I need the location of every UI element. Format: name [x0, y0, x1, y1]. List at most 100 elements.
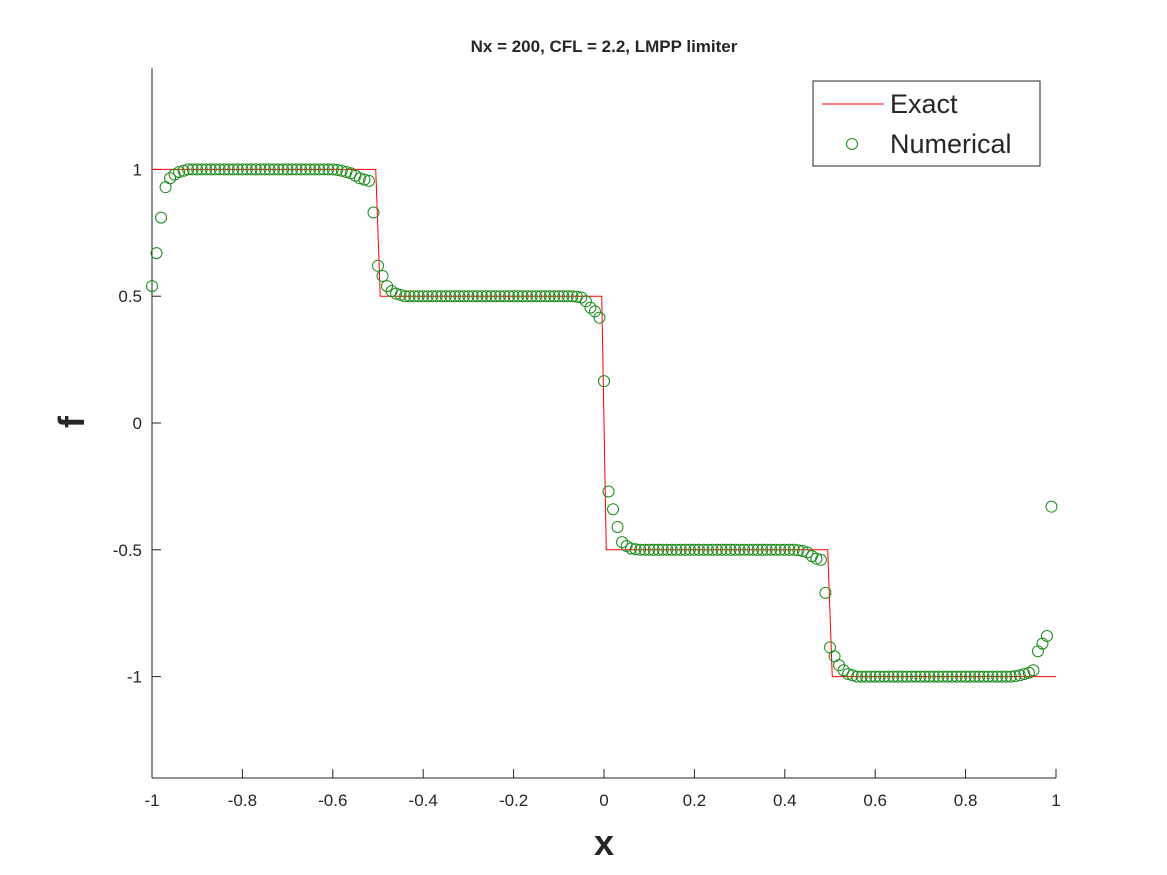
data-point: [819, 586, 832, 599]
data-point: [896, 670, 909, 683]
data-point: [905, 670, 918, 683]
data-point: [277, 163, 290, 176]
data-point: [909, 670, 922, 683]
data-point: [209, 163, 222, 176]
data-point: [516, 290, 529, 303]
data-point: [272, 163, 285, 176]
data-point: [1004, 670, 1017, 683]
data-point: [851, 670, 864, 683]
data-point: [579, 295, 592, 308]
x-tick-label: 0.4: [773, 791, 797, 810]
legend-box: [812, 80, 1041, 167]
data-point: [376, 269, 389, 282]
data-point: [796, 545, 809, 558]
data-point: [521, 290, 534, 303]
data-point: [561, 290, 574, 303]
data-point: [286, 163, 299, 176]
data-point: [665, 543, 678, 556]
data-point: [485, 290, 497, 303]
data-point: [656, 543, 669, 556]
data-point: [1036, 637, 1049, 650]
data-point: [724, 543, 737, 556]
data-point: [864, 670, 877, 683]
data-point: [471, 290, 484, 303]
data-point: [968, 670, 981, 683]
data-point: [421, 290, 434, 303]
data-point: [887, 670, 900, 683]
data-point: [426, 290, 439, 303]
data-point: [846, 669, 859, 682]
data-point: [860, 670, 873, 683]
y-axis-label: f: [51, 415, 92, 428]
data-point: [362, 174, 375, 187]
data-point: [995, 670, 1008, 683]
data-point: [729, 543, 742, 556]
data-point: [304, 163, 317, 176]
data-point: [534, 290, 547, 303]
data-point: [733, 543, 746, 556]
data-point: [155, 211, 168, 224]
data-point: [588, 305, 601, 318]
data-point: [778, 543, 791, 556]
data-point: [498, 290, 511, 303]
data-point: [466, 290, 479, 303]
data-point: [647, 543, 660, 556]
data-point: [390, 287, 403, 300]
legend-marker: [846, 138, 858, 150]
data-point: [900, 670, 913, 683]
data-point: [417, 290, 430, 303]
data-point: [977, 670, 990, 683]
data-point: [955, 670, 968, 683]
data-point: [706, 543, 719, 556]
data-point: [543, 290, 556, 303]
data-point: [756, 543, 769, 556]
data-point: [358, 173, 371, 186]
data-point: [259, 163, 271, 176]
data-point: [593, 311, 606, 324]
y-tick-label: 1: [133, 160, 142, 179]
data-point: [878, 670, 891, 683]
data-point: [222, 163, 235, 176]
data-point: [177, 164, 190, 177]
data-point: [679, 543, 692, 556]
data-point: [584, 301, 597, 314]
data-point: [503, 290, 516, 303]
data-point: [882, 670, 895, 683]
data-point: [869, 670, 882, 683]
data-point: [1013, 669, 1026, 682]
data-point: [372, 259, 384, 272]
data-point: [453, 290, 466, 303]
data-point: [462, 290, 475, 303]
data-point: [557, 290, 570, 303]
data-point: [701, 543, 714, 556]
data-point: [855, 670, 868, 683]
data-point: [227, 163, 240, 176]
x-tick-label: 0.6: [863, 791, 887, 810]
data-point: [539, 290, 552, 303]
data-point: [457, 290, 470, 303]
data-point: [914, 670, 927, 683]
data-point: [480, 290, 493, 303]
x-tick-label: -1: [144, 791, 159, 810]
data-point: [629, 543, 642, 556]
x-axis-label: x: [594, 822, 614, 863]
data-point: [191, 163, 204, 176]
data-point: [403, 290, 416, 303]
data-point: [240, 163, 253, 176]
data-point: [692, 543, 705, 556]
data-point: [394, 288, 407, 301]
data-point: [512, 290, 525, 303]
data-point: [1009, 670, 1022, 683]
data-point: [494, 290, 507, 303]
data-point: [638, 543, 651, 556]
data-point: [213, 163, 226, 176]
data-point: [634, 543, 647, 556]
data-point: [231, 163, 244, 176]
data-point: [787, 543, 800, 556]
data-point: [611, 520, 624, 533]
data-point: [290, 163, 303, 176]
data-point: [923, 670, 936, 683]
data-point: [263, 163, 276, 176]
data-point: [367, 206, 380, 219]
